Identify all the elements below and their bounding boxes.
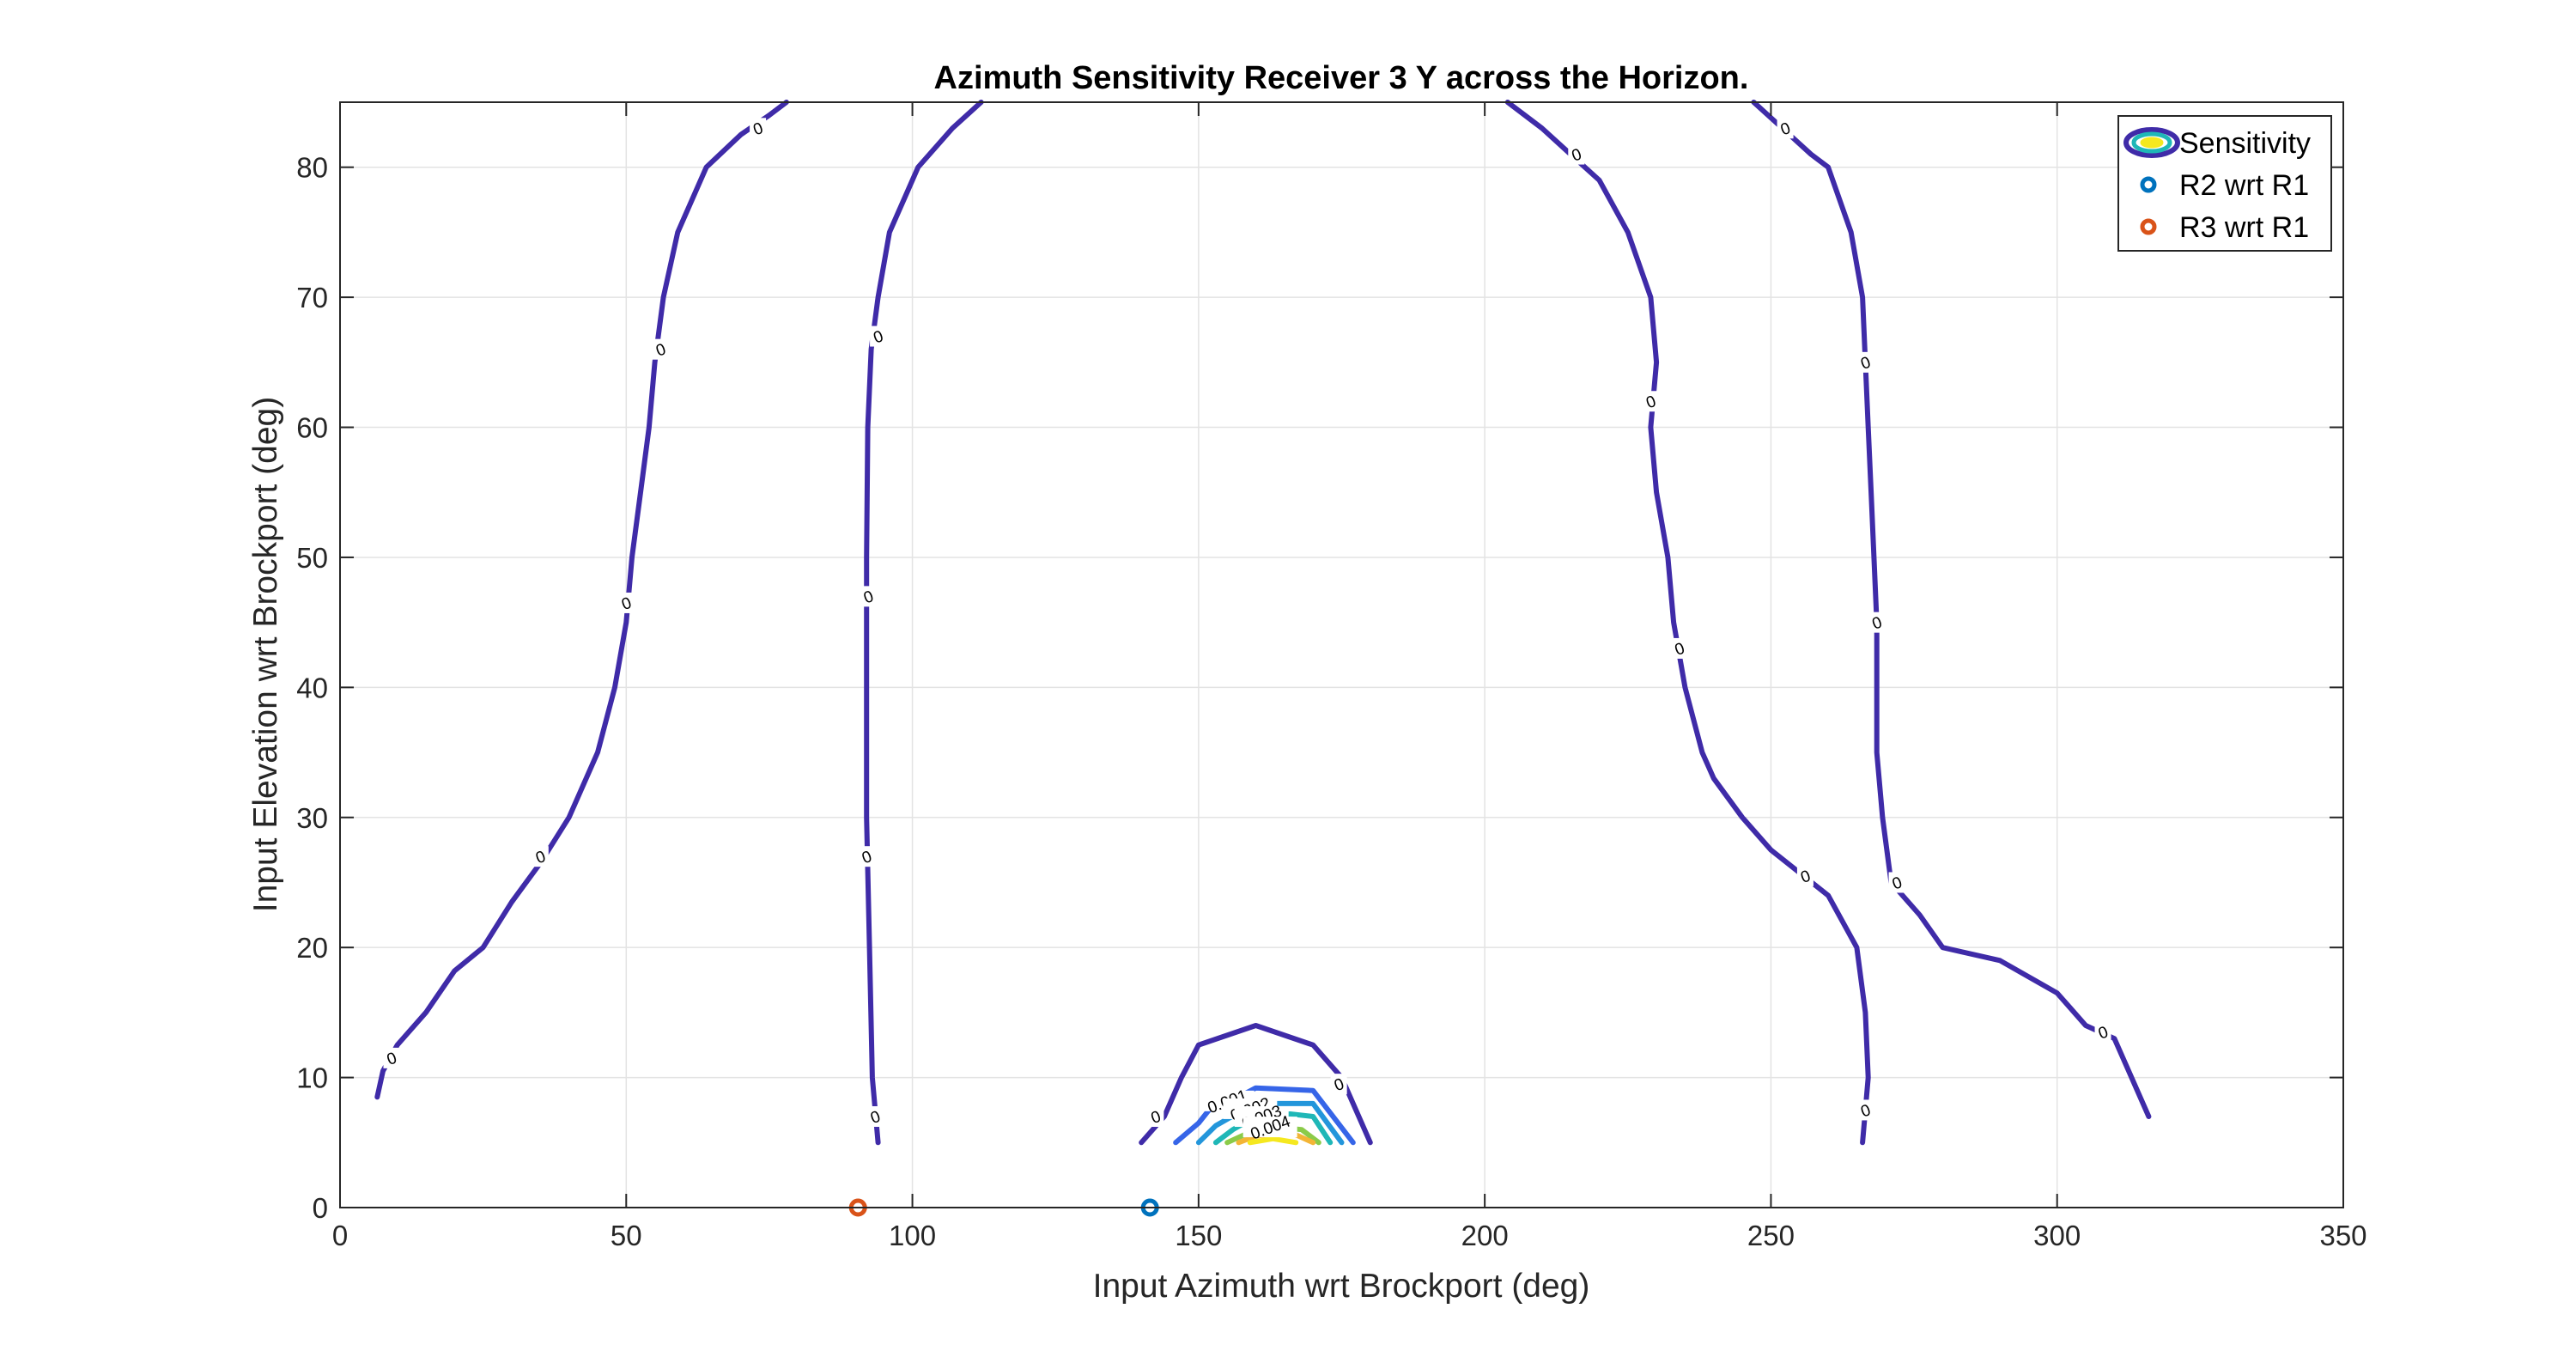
legend-label-r3: R3 wrt R1 (2179, 211, 2309, 244)
contour-label-bg-1 (532, 846, 549, 867)
x-axis-label: Input Azimuth wrt Brockport (deg) (1093, 1268, 1590, 1305)
contour-label-bg-10 (1642, 391, 1659, 412)
contour-label-13: 0 (1856, 1099, 1874, 1122)
contour-label-6: 0 (858, 846, 875, 867)
contour-label-bg-0 (383, 1047, 400, 1068)
legend: Sensitivity R2 wrt R1 R3 wrt R1 (2117, 115, 2332, 252)
contour-label-8: 0 (870, 326, 887, 348)
y-tick-label-2: 20 (296, 932, 328, 964)
legend-contour-swatch-outer (2123, 127, 2180, 158)
legend-entry-sensitivity: Sensitivity (2123, 127, 2311, 160)
contour-label-7: 0 (860, 586, 877, 607)
contour-label-3: 0 (652, 338, 669, 361)
contour-line-3 (1751, 100, 2152, 1119)
legend-marker-r3 (2140, 218, 2157, 235)
legend-entry-r2: R2 wrt R1 (2140, 169, 2309, 202)
contour-line-0 (374, 100, 789, 1100)
contour-label-16: 0 (1868, 612, 1886, 634)
y-tick-label-3: 30 (296, 802, 328, 834)
plot-frame (339, 101, 2344, 1208)
contour-label-bg-3 (652, 338, 669, 360)
contour-label-4: 0 (750, 118, 767, 139)
x-tick-label-7: 350 (2319, 1220, 2366, 1251)
contour-labels: 0000000000000000000000.0010.0020.0030.00… (383, 118, 2111, 1144)
contour-label-14: 0 (1777, 118, 1794, 139)
x-tick-label-5: 250 (1747, 1220, 1795, 1251)
legend-label-r2: R2 wrt R1 (2179, 169, 2309, 202)
contour-label-bg-15 (1856, 351, 1874, 373)
legend-contour-swatch-mid (2131, 131, 2172, 154)
contour-label-18: 0 (2094, 1021, 2111, 1044)
contour-label-bg-19 (1147, 1106, 1164, 1128)
y-tick-label-0: 0 (313, 1192, 328, 1224)
contour-label-bg-4 (750, 118, 767, 139)
contour-label-bg-20 (1330, 1074, 1347, 1095)
contour-label-bg-18 (2094, 1021, 2111, 1043)
x-tick-label-2: 100 (889, 1220, 936, 1251)
contour-label-bg-11 (1671, 637, 1688, 659)
contour-label-bg-6 (858, 846, 875, 867)
contour-label-17: 0 (1888, 872, 1905, 894)
contour-label-1: 0 (532, 846, 549, 867)
contour-label-bg-8 (870, 326, 887, 347)
y-tick-label-6: 60 (296, 412, 328, 444)
plot-area (340, 102, 2343, 1208)
x-tick-label-3: 150 (1175, 1220, 1222, 1251)
contour-label-0: 0 (383, 1047, 400, 1069)
legend-label-sensitivity: Sensitivity (2179, 127, 2311, 160)
contour-label-15: 0 (1856, 351, 1874, 374)
contour-label-bg-12 (1796, 865, 1814, 886)
contour-line-4 (1139, 1023, 1373, 1146)
contour-label-bg-2 (617, 592, 635, 613)
contour-label-19: 0 (1147, 1106, 1164, 1128)
x-axis-ticks: 0 50 100 150 200 250 300 350 (332, 102, 2367, 1251)
y-axis-ticks: 0 10 20 30 40 50 60 70 80 (296, 152, 2343, 1224)
contour-label-5: 0 (866, 1106, 884, 1128)
chart-title: Azimuth Sensitivity Receiver 3 Y across … (934, 60, 1749, 96)
contour-label-bg-5 (866, 1106, 884, 1128)
x-tick-label-0: 0 (332, 1220, 348, 1251)
x-tick-label-4: 200 (1461, 1220, 1509, 1251)
y-tick-label-8: 80 (296, 152, 328, 184)
contour-label-24: 0.004 (1242, 1112, 1297, 1144)
contour-line-2 (1504, 100, 1871, 1146)
y-tick-label-5: 50 (296, 542, 328, 574)
contour-label-20: 0 (1330, 1074, 1347, 1095)
contour-label-9: 0 (1568, 143, 1585, 166)
y-axis-label: Input Elevation wrt Brockport (deg) (247, 397, 284, 912)
contour-label-bg-13 (1856, 1099, 1874, 1121)
contour-label-bg-14 (1777, 118, 1794, 139)
y-tick-label-7: 70 (296, 282, 328, 313)
contour-label-bg-16 (1868, 612, 1886, 633)
contour-line-1 (864, 100, 984, 1146)
x-tick-label-6: 300 (2033, 1220, 2081, 1251)
contour-label-11: 0 (1671, 637, 1688, 660)
x-tick-label-1: 50 (611, 1220, 642, 1251)
contour-label-bg-24 (1242, 1117, 1297, 1138)
legend-marker-r2 (2140, 176, 2157, 193)
contour-label-bg-7 (860, 586, 877, 607)
legend-entry-r3: R3 wrt R1 (2140, 211, 2309, 244)
contour-label-bg-17 (1888, 872, 1905, 893)
contour-label-bg-9 (1568, 143, 1585, 165)
y-tick-label-1: 10 (296, 1062, 328, 1094)
contour-line-10 (1247, 1135, 1299, 1146)
y-tick-label-4: 40 (296, 672, 328, 703)
legend-contour-swatch-inner (2140, 137, 2164, 149)
contour-label-2: 0 (617, 592, 635, 614)
contour-lines (374, 100, 2152, 1146)
contour-label-10: 0 (1642, 391, 1659, 412)
contour-label-12: 0 (1796, 865, 1814, 887)
